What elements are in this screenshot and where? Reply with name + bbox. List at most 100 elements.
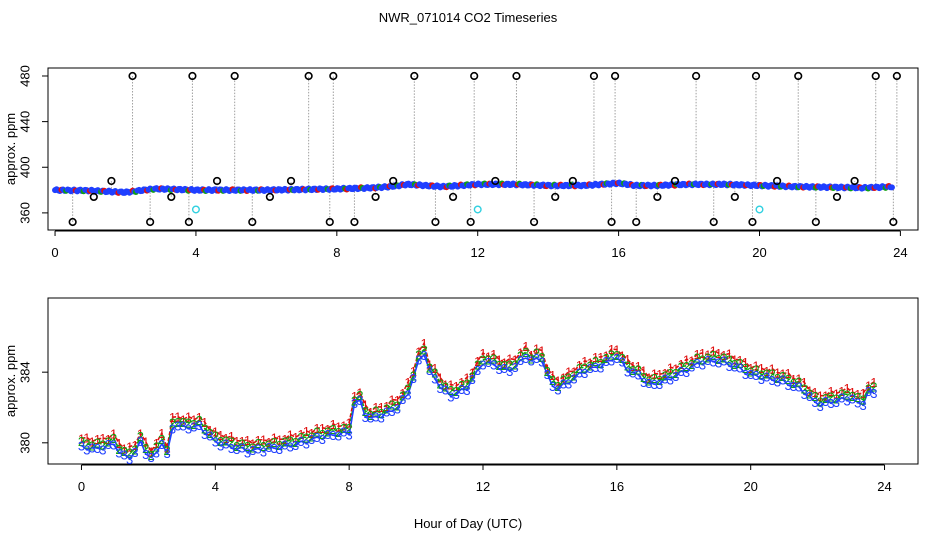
bottom-series-marker-2: 2	[372, 404, 379, 419]
bottom-series-marker-2: 2	[860, 393, 867, 408]
bottom-series-marker-2: 2	[811, 389, 818, 404]
bottom-series-marker-2: 2	[699, 352, 706, 367]
top-flask-point	[470, 71, 479, 81]
bottom-series-marker-3: 3	[806, 389, 813, 404]
bottom-series-marker-2: 2	[870, 380, 877, 395]
bottom-series-marker-2: 2	[287, 433, 294, 448]
bottom-series-marker-1: 1	[512, 353, 519, 368]
top-cyan-point	[755, 205, 764, 214]
top-y-axis: 360 400 440 480	[17, 65, 48, 224]
top-x-tick-label: 4	[192, 245, 199, 260]
top-flask-point	[889, 217, 898, 227]
bottom-series-marker-3: 3	[474, 363, 481, 378]
bottom-series-marker-2: 2	[688, 357, 695, 372]
bottom-series-marker-2: 2	[410, 368, 417, 383]
bottom-series-marker-2: 2	[474, 357, 481, 372]
bottom-series-marker-1: 1	[827, 384, 834, 399]
bottom-series-marker-3: 3	[351, 396, 358, 411]
bottom-series-marker-3: 3	[485, 355, 492, 370]
bottom-series-marker-1: 1	[142, 435, 149, 450]
bottom-series-marker-3: 3	[356, 393, 363, 408]
bottom-series-marker-2: 2	[501, 358, 508, 373]
bottom-series-marker-3: 3	[308, 432, 315, 447]
top-x-tick-label: 24	[893, 245, 907, 260]
bottom-y-axis-label: approx. ppm	[3, 345, 18, 417]
bottom-series-marker-3: 3	[715, 356, 722, 371]
bottom-series-marker-1: 1	[742, 355, 749, 370]
bottom-series-marker-1: 1	[362, 398, 369, 413]
top-flask-point	[653, 192, 662, 202]
bottom-series-marker-3: 3	[105, 437, 112, 452]
bottom-series-marker-2: 2	[442, 380, 449, 395]
bottom-series-marker-3: 3	[742, 367, 749, 382]
bottom-series-marker-2: 2	[490, 351, 497, 366]
bottom-series-marker-1: 1	[206, 423, 213, 438]
bottom-series-marker-1: 1	[565, 364, 572, 379]
bottom-series-marker-3: 3	[672, 369, 679, 384]
bottom-series-marker-1: 1	[677, 357, 684, 372]
bottom-series-marker-3: 3	[265, 440, 272, 455]
top-flask-point	[871, 71, 880, 81]
bottom-series-marker-3: 3	[811, 395, 818, 410]
top-flask-point	[551, 192, 560, 202]
bottom-series-marker-1: 1	[704, 348, 711, 363]
bottom-series-marker-1: 1	[447, 377, 454, 392]
bottom-x-tick-label: 0	[78, 479, 85, 494]
bottom-series-marker-2: 2	[827, 389, 834, 404]
bottom-series-marker-3: 3	[164, 446, 171, 461]
bottom-series-marker-3: 3	[517, 353, 524, 368]
bottom-series-marker-1: 1	[265, 435, 272, 450]
bottom-series-marker-2: 2	[260, 439, 267, 454]
bottom-series-marker-1: 1	[720, 348, 727, 363]
bottom-series-marker-1: 1	[174, 410, 181, 425]
bottom-series-marker-1: 1	[560, 370, 567, 385]
bottom-series-marker-3: 3	[619, 355, 626, 370]
bottom-series-marker-3: 3	[153, 445, 160, 460]
bottom-series-marker-1: 1	[576, 358, 583, 373]
bottom-plot-frame	[47, 297, 919, 465]
bottom-series-marker-2: 2	[249, 440, 256, 455]
bottom-series-marker-3: 3	[222, 436, 229, 451]
bottom-series-marker-1: 1	[768, 361, 775, 376]
bottom-series-marker-2: 2	[265, 438, 272, 453]
bottom-x-tick-label: 16	[610, 479, 624, 494]
bottom-series-marker-2: 2	[624, 358, 631, 373]
bottom-series-marker-2: 2	[420, 343, 427, 358]
bottom-series-marker-1: 1	[147, 444, 154, 459]
bottom-series-marker-1: 1	[586, 355, 593, 370]
bottom-series-marker-2: 2	[453, 384, 460, 399]
bottom-series-marker-2: 2	[174, 415, 181, 430]
bottom-series-marker-1: 1	[137, 426, 144, 441]
bottom-y-tick-label: 384	[17, 361, 32, 383]
bottom-series-marker-1: 1	[822, 389, 829, 404]
bottom-series-marker-2: 2	[479, 352, 486, 367]
bottom-series-marker-2: 2	[528, 351, 535, 366]
bottom-series-marker-3: 3	[736, 360, 743, 375]
bottom-series-marker-1: 1	[244, 433, 251, 448]
bottom-series-marker-1: 1	[715, 346, 722, 361]
bottom-series-marker-1: 1	[201, 415, 208, 430]
top-flask-point	[670, 176, 680, 186]
bottom-series-marker-2: 2	[394, 398, 401, 413]
bottom-series-marker-1: 1	[651, 366, 658, 381]
bottom-series-marker-2: 2	[704, 350, 711, 365]
bottom-series-marker-2: 2	[485, 352, 492, 367]
bottom-series-marker-3: 3	[720, 354, 727, 369]
bottom-series-marker-1: 1	[838, 384, 845, 399]
bottom-series-marker-2: 2	[512, 357, 519, 372]
top-flask-point	[89, 192, 98, 202]
bottom-series-marker-2: 2	[233, 439, 240, 454]
bottom-series-marker-2: 2	[308, 430, 315, 445]
bottom-series-marker-2: 2	[790, 376, 797, 391]
bottom-series-marker-1: 1	[694, 347, 701, 362]
bottom-series-marker-3: 3	[560, 376, 567, 391]
bottom-series-marker-2: 2	[169, 415, 176, 430]
bottom-series-marker-2: 2	[356, 388, 363, 403]
bottom-series-marker-2: 2	[758, 367, 765, 382]
top-flask-point	[248, 217, 257, 227]
bottom-x-tick-label: 12	[476, 479, 490, 494]
bottom-series-marker-1: 1	[485, 349, 492, 364]
bottom-series-marker-1: 1	[383, 399, 390, 414]
bottom-series-marker-2: 2	[635, 362, 642, 377]
